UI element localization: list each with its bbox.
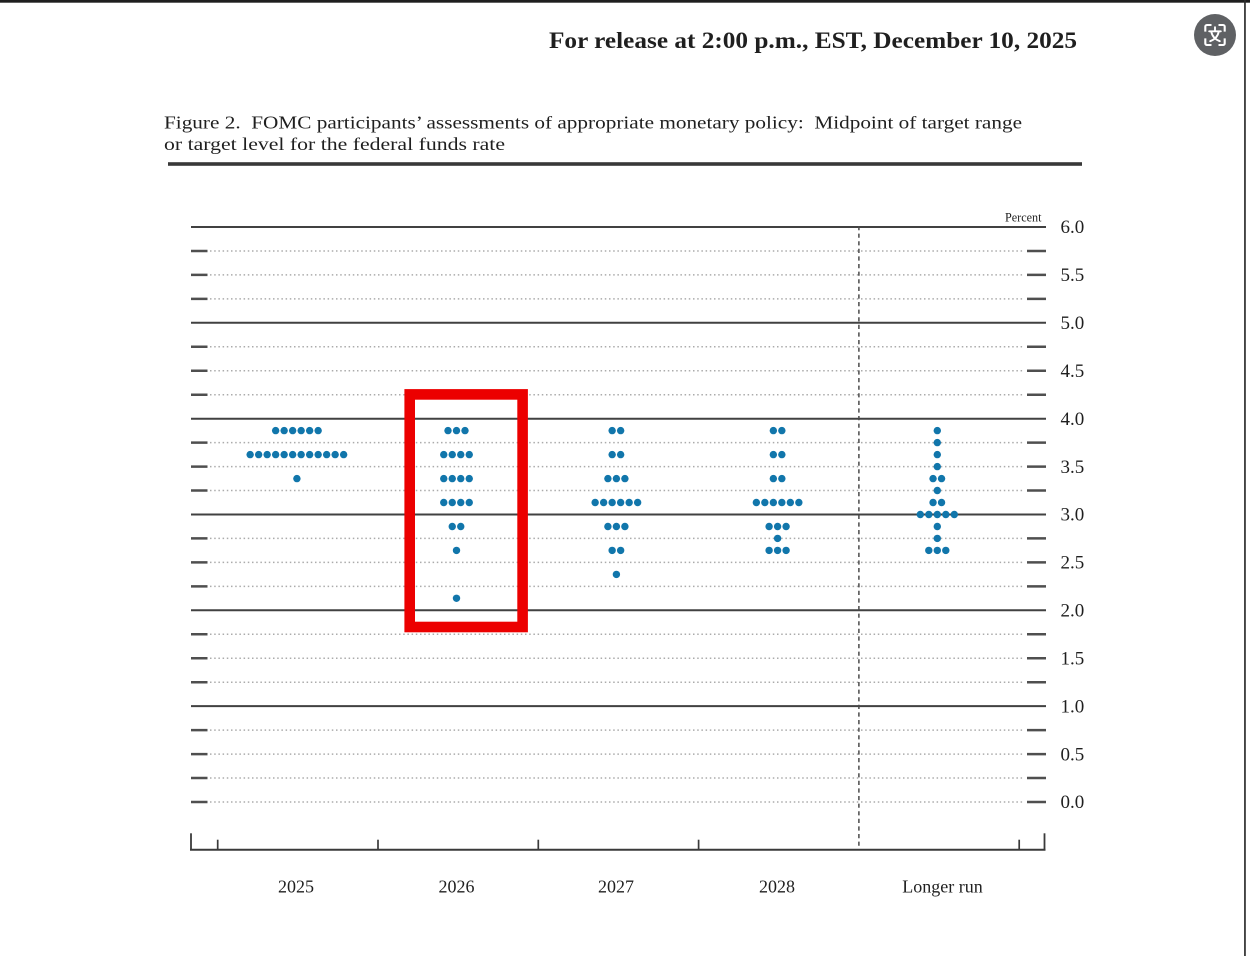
svg-text:2.5: 2.5 xyxy=(1061,553,1085,574)
svg-text:5.5: 5.5 xyxy=(1061,265,1085,286)
svg-text:6.0: 6.0 xyxy=(1061,217,1085,238)
svg-text:1.0: 1.0 xyxy=(1061,696,1085,717)
svg-text:For release at 2:00 p.m., EST,: For release at 2:00 p.m., EST, December … xyxy=(549,28,1077,53)
svg-text:2.0: 2.0 xyxy=(1061,601,1085,622)
svg-text:or target level for the federa: or target level for the federal funds ra… xyxy=(164,134,505,154)
svg-text:Percent: Percent xyxy=(1005,211,1042,225)
svg-text:3.0: 3.0 xyxy=(1061,505,1085,526)
svg-text:Longer run: Longer run xyxy=(902,877,982,897)
svg-text:2028: 2028 xyxy=(759,877,795,897)
svg-text:Figure 2. FOMC participants’: Figure 2. FOMC participants’ assessments… xyxy=(164,113,1022,133)
svg-text:0.0: 0.0 xyxy=(1061,792,1085,813)
svg-text:1.5: 1.5 xyxy=(1061,648,1085,669)
svg-text:4.0: 4.0 xyxy=(1061,409,1085,430)
svg-text:5.0: 5.0 xyxy=(1061,313,1085,334)
svg-text:2026: 2026 xyxy=(439,877,475,897)
svg-text:3.5: 3.5 xyxy=(1061,457,1085,478)
svg-text:0.5: 0.5 xyxy=(1061,744,1085,765)
svg-text:4.5: 4.5 xyxy=(1061,361,1085,382)
svg-text:2027: 2027 xyxy=(598,877,634,897)
svg-text:2025: 2025 xyxy=(278,877,314,897)
